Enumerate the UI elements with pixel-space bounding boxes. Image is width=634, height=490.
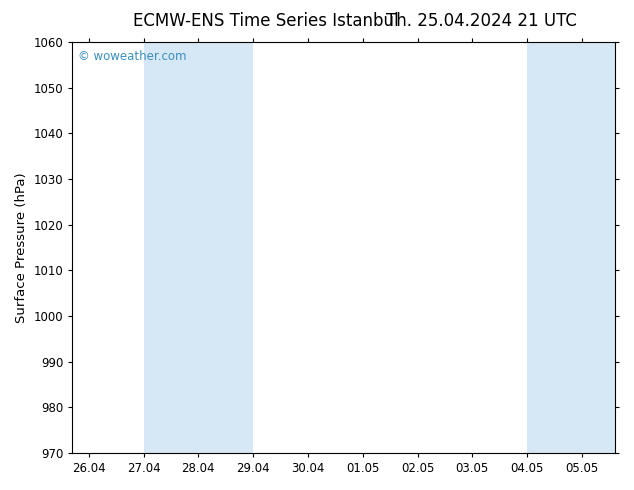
Bar [198,42,253,453]
Bar [527,42,582,453]
Text: Th. 25.04.2024 21 UTC: Th. 25.04.2024 21 UTC [386,12,578,30]
Y-axis label: Surface Pressure (hPa): Surface Pressure (hPa) [15,172,28,323]
Text: ECMW-ENS Time Series Istanbul: ECMW-ENS Time Series Istanbul [134,12,399,30]
Bar [582,42,615,453]
Text: © woweather.com: © woweather.com [78,50,186,63]
Bar [143,42,198,453]
